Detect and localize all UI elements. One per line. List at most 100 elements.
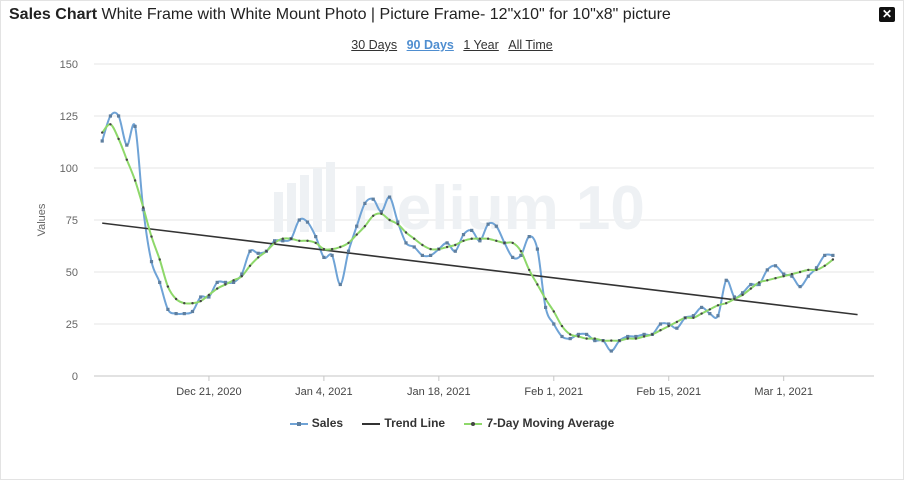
- sales-point: [470, 228, 474, 232]
- moving-average-point: [741, 293, 744, 297]
- moving-average-point: [322, 247, 326, 251]
- sales-point: [232, 280, 236, 284]
- moving-average-point: [692, 316, 695, 319]
- sales-point: [248, 249, 252, 253]
- sales-point: [790, 274, 794, 278]
- sales-point: [560, 334, 564, 339]
- moving-average-point: [774, 277, 777, 280]
- moving-average-point: [289, 237, 293, 240]
- sales-point: [429, 253, 433, 257]
- sales-point: [593, 339, 597, 343]
- moving-average-point: [503, 241, 506, 245]
- sales-point: [108, 114, 112, 118]
- sales-point: [305, 220, 310, 224]
- moving-average-point: [396, 223, 399, 226]
- sales-point: [782, 272, 786, 276]
- sales-line: [101, 111, 834, 353]
- x-tick-label: Feb 1, 2021: [524, 386, 583, 398]
- legend-sales-label: Sales: [311, 416, 344, 430]
- sales-point: [182, 312, 186, 316]
- moving-average-point: [232, 279, 235, 282]
- moving-average-point: [486, 237, 490, 240]
- moving-average-point: [601, 339, 605, 342]
- moving-average-point: [511, 241, 514, 245]
- y-tick-label: 150: [60, 59, 78, 71]
- moving-average-point: [807, 268, 810, 272]
- sales-point: [363, 201, 367, 205]
- legend-item-sales[interactable]: Sales: [289, 416, 344, 430]
- sales-point: [371, 197, 375, 201]
- moving-average-point: [708, 308, 711, 311]
- y-tick-label: 0: [72, 371, 78, 383]
- range-30-days[interactable]: 30 Days: [351, 38, 398, 52]
- moving-average-point: [733, 297, 736, 301]
- moving-average-point: [815, 268, 818, 272]
- moving-average-point: [528, 268, 531, 272]
- moving-average-point: [298, 239, 301, 242]
- sales-point: [404, 241, 408, 245]
- sales-point: [700, 305, 704, 309]
- sales-point: [281, 239, 285, 243]
- sales-point: [166, 307, 170, 311]
- moving-average-point: [478, 237, 482, 240]
- moving-average-point: [240, 275, 243, 278]
- legend-sales-symbol: [289, 421, 308, 426]
- x-tick-label: Mar 1, 2021: [754, 386, 813, 398]
- sales-point: [773, 264, 778, 268]
- sales-point: [174, 312, 178, 316]
- sales-point: [527, 235, 531, 239]
- sales-point: [691, 314, 695, 318]
- sales-point: [314, 235, 318, 239]
- sales-point: [256, 251, 260, 255]
- moving-average-point: [766, 279, 769, 282]
- sales-point: [535, 247, 539, 251]
- y-tick-label: 125: [60, 111, 78, 123]
- sales-point: [478, 239, 482, 243]
- sales-point: [765, 268, 769, 272]
- sales-point: [511, 255, 515, 259]
- moving-average-point: [495, 239, 498, 242]
- sales-point: [806, 274, 810, 278]
- y-axis-label: Values: [36, 203, 48, 236]
- sales-point: [133, 124, 137, 128]
- sales-point: [724, 278, 728, 282]
- sales-point: [346, 249, 351, 253]
- moving-average-point: [224, 283, 227, 286]
- sales-point: [158, 280, 162, 284]
- moving-average-point: [700, 312, 703, 315]
- sales-point: [117, 114, 121, 118]
- sales-point: [658, 322, 663, 326]
- legend-item-trend-line[interactable]: Trend Line: [362, 416, 445, 430]
- moving-average-point: [257, 256, 260, 259]
- moving-average-point: [544, 297, 547, 301]
- legend-trend-symbol: [362, 422, 381, 425]
- range-all-time[interactable]: All Time: [508, 38, 553, 52]
- range-90-days[interactable]: 90 Days: [406, 38, 454, 52]
- sales-point: [831, 253, 835, 257]
- moving-average-point: [790, 272, 794, 276]
- sales-point: [453, 249, 457, 253]
- moving-average-point: [577, 335, 580, 338]
- moving-average-point: [248, 264, 252, 267]
- sales-point: [215, 280, 219, 284]
- moving-average-point: [675, 320, 679, 324]
- y-tick-label: 75: [66, 215, 78, 227]
- moving-average-point: [174, 297, 178, 301]
- moving-average-point: [265, 250, 268, 253]
- legend-item-moving-average[interactable]: 7-Day Moving Average: [464, 416, 614, 430]
- sales-point: [396, 220, 400, 224]
- chart-title-bold: Sales Chart: [9, 6, 98, 23]
- x-tick-label: Jan 18, 2021: [407, 386, 471, 398]
- moving-average-point: [782, 275, 785, 278]
- sales-point: [823, 253, 827, 257]
- close-icon[interactable]: ✕: [879, 7, 895, 22]
- moving-average-point: [347, 241, 350, 245]
- sales-point: [486, 222, 490, 226]
- moving-average-point: [519, 250, 523, 253]
- moving-average-point: [470, 237, 473, 240]
- sales-point: [412, 245, 416, 249]
- moving-average-point: [823, 264, 826, 267]
- sales-point: [716, 314, 720, 318]
- range-1-year[interactable]: 1 Year: [463, 38, 499, 52]
- x-axis-ticks: Dec 21, 2020 Jan 4, 2021 Jan 18, 2021 Feb 1…: [176, 376, 813, 398]
